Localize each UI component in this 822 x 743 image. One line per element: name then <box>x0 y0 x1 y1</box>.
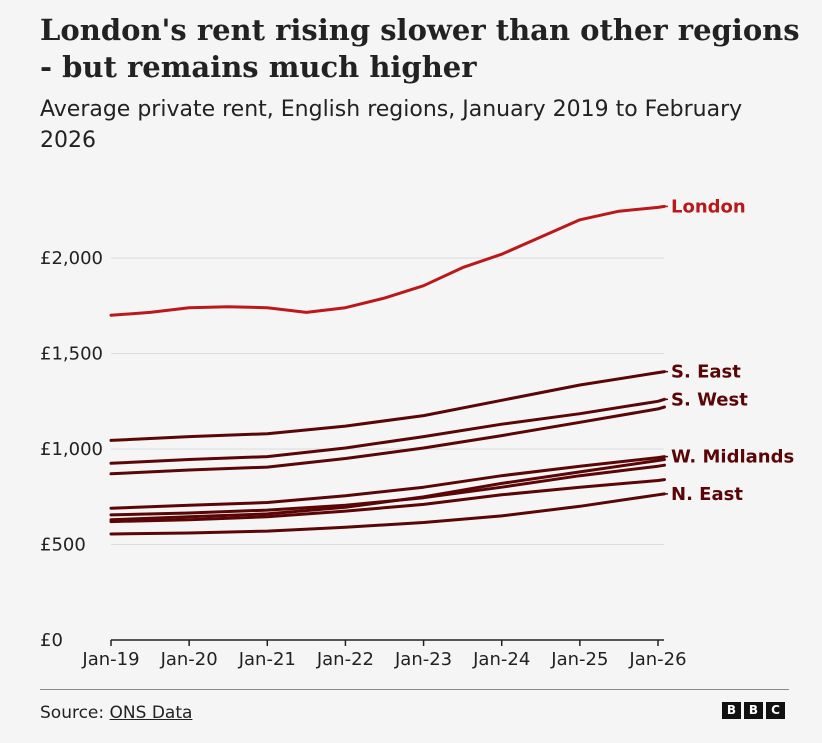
series-lines <box>109 204 666 536</box>
y-tick-label: £1,500 <box>40 344 103 365</box>
series-line-north-west <box>109 463 666 517</box>
x-tick-label: Jan-20 <box>160 649 218 670</box>
series-line-yorkshire <box>109 478 666 524</box>
x-tick-label: Jan-22 <box>316 649 374 670</box>
x-tick-label: Jan-21 <box>238 649 296 670</box>
series-line-s-west <box>109 397 666 465</box>
x-tick-label: Jan-24 <box>472 649 530 670</box>
source-note: Source: ONS Data <box>40 703 192 723</box>
series-label-london: London <box>671 196 746 217</box>
series-line-n-east <box>109 492 666 536</box>
y-tick-label: £1,000 <box>40 439 103 460</box>
gridlines <box>111 257 664 545</box>
series-labels: London S. East S. West W. Midlands N. East <box>665 196 794 505</box>
axes: £0 £500 £1,000 £1,500 £2,000 Jan-19 Jan-20 Jan-… <box>40 248 687 670</box>
source-link[interactable]: ONS Data <box>109 703 193 723</box>
logo-letter: C <box>766 702 785 719</box>
series-label-n-east: N. East <box>671 484 743 505</box>
chart-title: London's rent rising slower than other r… <box>40 13 800 84</box>
bbc-logo: B B C <box>722 702 785 719</box>
line-chart: £0 £500 £1,000 £1,500 £2,000 Jan-19 Jan-20 Jan-… <box>40 196 794 670</box>
y-tick-label: £500 <box>40 535 86 556</box>
footer-divider <box>40 689 789 690</box>
series-label-s-west: S. West <box>671 389 748 410</box>
series-line-s-east <box>109 370 666 442</box>
series-label-w-midlands: W. Midlands <box>671 447 794 468</box>
series-line-east <box>109 405 666 476</box>
x-tick-label: Jan-19 <box>81 649 139 670</box>
series-label-s-east: S. East <box>671 362 741 383</box>
y-tick-label: £0 <box>40 630 63 651</box>
series-line-london <box>109 204 666 317</box>
x-tick-label: Jan-25 <box>550 649 608 670</box>
x-tick-label: Jan-23 <box>394 649 452 670</box>
x-tick-label: Jan-26 <box>628 649 686 670</box>
series-line-w-midlands <box>109 455 666 510</box>
y-tick-label: £2,000 <box>40 248 103 269</box>
logo-letter: B <box>722 702 741 719</box>
logo-letter: B <box>744 702 763 719</box>
chart-subtitle: Average private rent, English regions, J… <box>40 97 743 153</box>
source-prefix: Source: <box>40 703 110 723</box>
